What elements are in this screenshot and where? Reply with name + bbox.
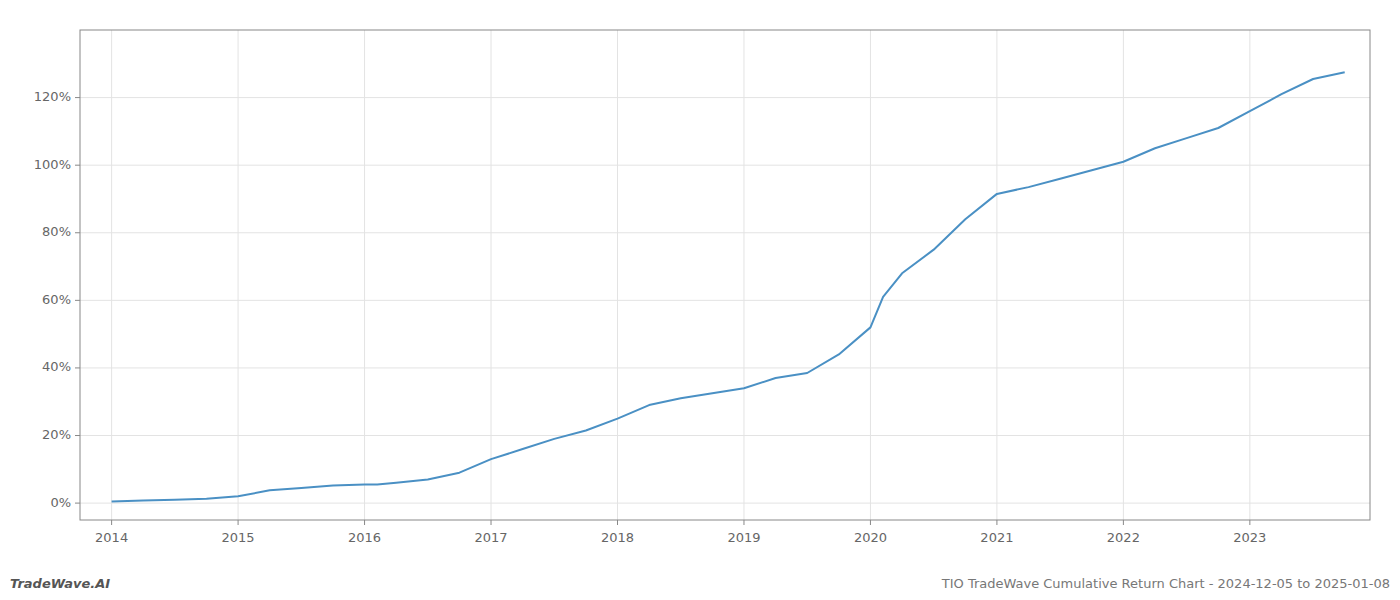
x-grid-line xyxy=(996,30,997,520)
x-tick-label: 2018 xyxy=(601,530,634,545)
y-grid-line xyxy=(80,165,1370,166)
x-tick xyxy=(743,520,744,525)
x-tick xyxy=(870,520,871,525)
x-tick xyxy=(996,520,997,525)
y-tick-label: 100% xyxy=(34,157,71,172)
y-grid-line xyxy=(80,300,1370,301)
x-grid-line xyxy=(1123,30,1124,520)
y-tick xyxy=(75,165,80,166)
x-tick xyxy=(111,520,112,525)
y-grid-line xyxy=(80,232,1370,233)
x-tick xyxy=(1123,520,1124,525)
y-tick-label: 0% xyxy=(50,495,71,510)
y-tick xyxy=(75,232,80,233)
background xyxy=(0,0,1400,600)
x-tick-label: 2022 xyxy=(1107,530,1140,545)
x-tick xyxy=(491,520,492,525)
y-tick-label: 40% xyxy=(42,359,71,374)
x-grid-line xyxy=(743,30,744,520)
x-tick xyxy=(238,520,239,525)
grid xyxy=(80,30,1370,520)
x-tick-label: 2014 xyxy=(95,530,128,545)
x-tick-label: 2023 xyxy=(1233,530,1266,545)
y-grid-line xyxy=(80,367,1370,368)
x-tick-label: 2017 xyxy=(474,530,507,545)
title: TIO TradeWave Cumulative Return Chart - … xyxy=(941,576,1390,591)
y-grid-line xyxy=(80,435,1370,436)
x-tick-label: 2020 xyxy=(854,530,887,545)
y-grid-line xyxy=(80,97,1370,98)
y-tick xyxy=(75,97,80,98)
x-grid-line xyxy=(617,30,618,520)
x-tick-label: 2021 xyxy=(980,530,1013,545)
y-tick xyxy=(75,503,80,504)
y-tick-label: 120% xyxy=(34,89,71,104)
y-tick-label: 80% xyxy=(42,224,71,239)
x-tick xyxy=(617,520,618,525)
x-grid-line xyxy=(491,30,492,520)
x-tick xyxy=(1249,520,1250,525)
y-tick xyxy=(75,300,80,301)
x-tick-label: 2019 xyxy=(727,530,760,545)
y-tick xyxy=(75,435,80,436)
x-grid-line xyxy=(238,30,239,520)
plot-area xyxy=(112,72,1345,501)
x-tick-label: 2016 xyxy=(348,530,381,545)
watermark: TradeWave.AI xyxy=(10,576,110,591)
x-grid-line xyxy=(870,30,871,520)
axes: 2014 2015 2016 2017 2018 2019 2020 2021 2022 2023… xyxy=(34,89,1267,545)
x-grid-line xyxy=(111,30,112,520)
plot-frame xyxy=(80,30,1370,520)
line xyxy=(112,72,1345,501)
x-tick xyxy=(364,520,365,525)
x-grid-line xyxy=(1249,30,1250,520)
y-tick-label: 20% xyxy=(42,427,71,442)
y-grid-line xyxy=(80,503,1370,504)
y-tick-label: 60% xyxy=(42,292,71,307)
x-tick-label: 2015 xyxy=(222,530,255,545)
x-grid-line xyxy=(364,30,365,520)
y-tick xyxy=(75,367,80,368)
chart: 2014 2015 2016 2017 2018 2019 2020 2021 2022 2023… xyxy=(0,0,1400,600)
